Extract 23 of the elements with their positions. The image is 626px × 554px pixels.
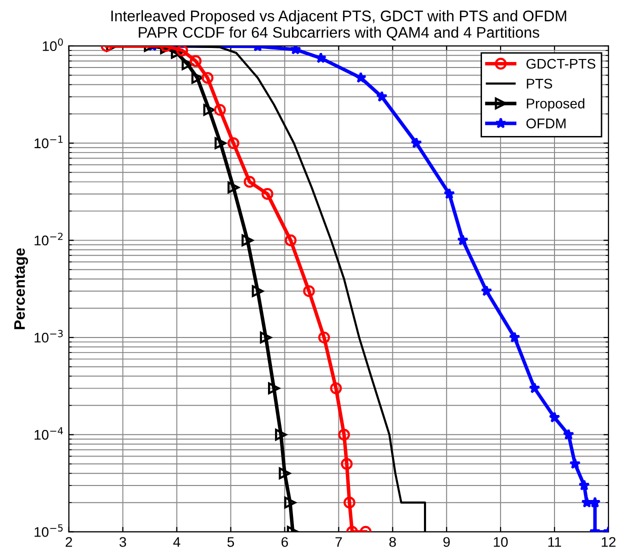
y-axis-title: Percentage (14, 248, 28, 330)
x-tick-label: 10 (494, 537, 508, 547)
legend-label: PTS (526, 78, 552, 89)
y-tick-label: 10$^{−5}$ (34, 524, 63, 537)
x-tick-label: 2 (66, 537, 72, 547)
x-tick-label: 5 (227, 537, 234, 547)
legend-label: OFDM (526, 118, 566, 128)
chart-title: Interleaved Proposed vs Adjacent PTS, GDCT with PTS and OFDM PAPR CCDF for 64 Subcarriers with QAM4 and 4 Partitions (111, 10, 566, 41)
x-tick-label: 9 (443, 537, 450, 547)
x-tick-label: 8 (389, 537, 396, 547)
y-tick-label: 10$^{0}$ (42, 38, 63, 52)
y-tick-label: 10$^{−4}$ (34, 427, 63, 440)
x-tick-label: 12 (602, 537, 616, 547)
x-tick-label: 6 (282, 537, 288, 547)
y-tick-label: 10$^{−1}$ (34, 136, 63, 148)
x-tick-label: 7 (336, 537, 342, 547)
x-tick-label: 3 (119, 537, 126, 547)
y-tick-label: 10$^{−2}$ (34, 232, 63, 246)
legend-label: GDCT-PTS (526, 58, 596, 69)
x-tick-label: 4 (173, 537, 180, 547)
x-tick-label: 11 (548, 537, 562, 547)
y-tick-label: 10$^{−3}$ (34, 330, 63, 343)
legend-label: Proposed (526, 98, 584, 112)
